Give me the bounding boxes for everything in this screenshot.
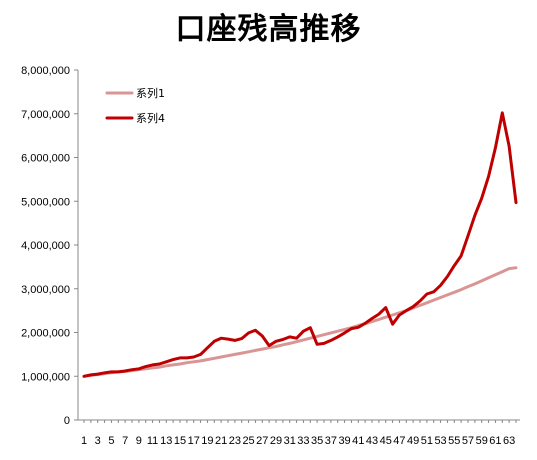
x-tick-label: 3 — [95, 435, 101, 447]
y-tick-label: 0 — [64, 415, 70, 427]
y-tick-label: 1,000,000 — [21, 371, 70, 383]
legend-label-1: 系列1 — [136, 86, 165, 100]
x-tick-label: 49 — [407, 435, 419, 447]
x-tick-label: 37 — [325, 435, 337, 447]
x-tick-label: 51 — [421, 435, 433, 447]
y-tick-label: 4,000,000 — [21, 240, 70, 252]
x-tick-label: 59 — [476, 435, 488, 447]
series-lines — [82, 111, 518, 378]
x-tick-label: 41 — [352, 435, 364, 447]
x-tick-label: 39 — [338, 435, 350, 447]
x-tick-label: 35 — [311, 435, 323, 447]
y-tick-label: 7,000,000 — [21, 109, 70, 121]
x-tick-label: 15 — [174, 435, 186, 447]
y-tick-label: 2,000,000 — [21, 328, 70, 340]
x-tick-label: 19 — [201, 435, 213, 447]
y-tick-label: 5,000,000 — [21, 196, 70, 208]
x-tick-label: 57 — [462, 435, 474, 447]
x-tick-label: 45 — [380, 435, 392, 447]
x-tick-label: 27 — [256, 435, 268, 447]
x-tick-label: 43 — [366, 435, 378, 447]
legend: 系列1 系列4 — [105, 86, 165, 125]
x-tick-label: 31 — [284, 435, 296, 447]
x-tick-label: 25 — [242, 435, 254, 447]
x-tick-label: 63 — [503, 435, 515, 447]
x-tick-label: 1 — [81, 435, 87, 447]
legend-label-2: 系列4 — [136, 111, 165, 125]
series-line-2 — [82, 111, 518, 378]
x-tick-label: 53 — [434, 435, 446, 447]
x-tick-label: 9 — [136, 435, 142, 447]
x-tick-label: 55 — [448, 435, 460, 447]
y-tick-label: 6,000,000 — [21, 153, 70, 165]
x-tick-label: 33 — [297, 435, 309, 447]
x-tick-label: 11 — [147, 435, 158, 447]
x-tick-label: 21 — [215, 435, 227, 447]
x-tick-label: 23 — [229, 435, 241, 447]
y-tick-labels: 0 1,000,000 2,000,000 3,000,000 4,000,000 5,0… — [21, 65, 78, 427]
x-tick-label: 13 — [160, 435, 172, 447]
series-line-1 — [82, 266, 518, 378]
x-tick-labels: 1 3 5 7 9 11 13 15 17 19 21 23 25 27 29 31 33 35 37 39 41 43 4… — [81, 420, 517, 447]
x-tick-label: 47 — [393, 435, 405, 447]
x-tick-label: 29 — [270, 435, 282, 447]
x-tick-label: 17 — [188, 435, 200, 447]
chart-title: 口座残高推移 — [175, 12, 362, 47]
x-tick-label: 5 — [108, 435, 114, 447]
y-tick-label: 3,000,000 — [21, 284, 70, 296]
x-tick-label: 7 — [122, 435, 128, 447]
x-tick-label: 61 — [489, 435, 501, 447]
y-tick-label: 8,000,000 — [21, 65, 70, 77]
